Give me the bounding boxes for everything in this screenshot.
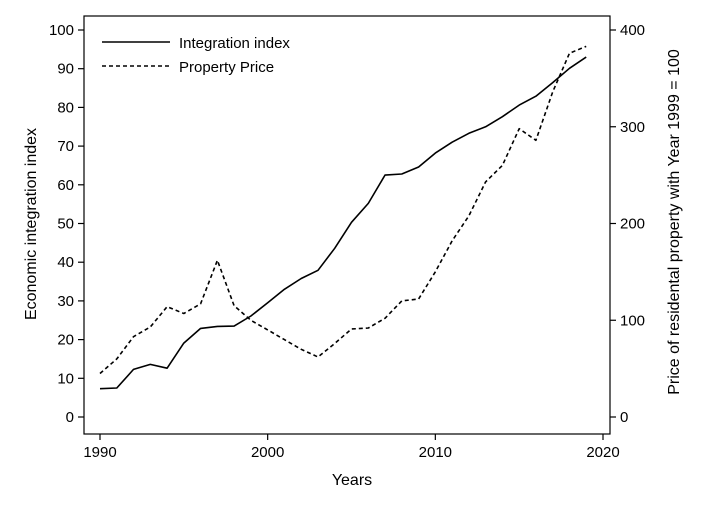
y-left-tick-label-30: 30 bbox=[57, 293, 74, 310]
series-layer bbox=[99, 45, 587, 390]
y-left-tick-label-10: 10 bbox=[57, 370, 74, 387]
y-left-tick-label-40: 40 bbox=[57, 254, 74, 271]
y-right-tick-label-200: 200 bbox=[620, 216, 645, 233]
y-right-tick-label-100: 100 bbox=[620, 312, 645, 329]
x-tick-label-1990: 1990 bbox=[83, 444, 116, 461]
legend: Integration index Property Price bbox=[102, 35, 290, 76]
y-left-tick-label-50: 50 bbox=[57, 216, 74, 233]
x-tick-label-2010: 2010 bbox=[419, 444, 452, 461]
y-right-tick-label-300: 300 bbox=[620, 119, 645, 136]
series-line-property-price bbox=[99, 45, 587, 375]
x-tick-label-2020: 2020 bbox=[586, 444, 619, 461]
x-tick-label-2000: 2000 bbox=[251, 444, 284, 461]
axes-frame: 1990 2000 2010 2020 0 10 20 30 40 50 60 70 80 90 100 0 1… bbox=[49, 15, 645, 461]
y-left-tick-label-80: 80 bbox=[57, 99, 74, 116]
y-left-tick-label-90: 90 bbox=[57, 61, 74, 78]
plot-border bbox=[83, 15, 611, 435]
y-right-tick-label-0: 0 bbox=[620, 409, 628, 426]
y-left-tick-label-0: 0 bbox=[66, 409, 74, 426]
series-line-integration-index bbox=[99, 56, 587, 390]
y-right-tick-label-400: 400 bbox=[620, 22, 645, 39]
y-axis-left-title: Economic integration index bbox=[23, 128, 40, 320]
y-left-tick-label-20: 20 bbox=[57, 332, 74, 349]
legend-label-property-price: Property Price bbox=[179, 59, 274, 76]
y-left-tick-label-60: 60 bbox=[57, 177, 74, 194]
y-left-tick-label-70: 70 bbox=[57, 138, 74, 155]
x-axis-title: Years bbox=[332, 472, 372, 489]
y-axis-right-title: Price of residental property with Year 1… bbox=[666, 49, 683, 395]
legend-label-integration-index: Integration index bbox=[179, 35, 290, 52]
y-left-tick-label-100: 100 bbox=[49, 22, 74, 39]
